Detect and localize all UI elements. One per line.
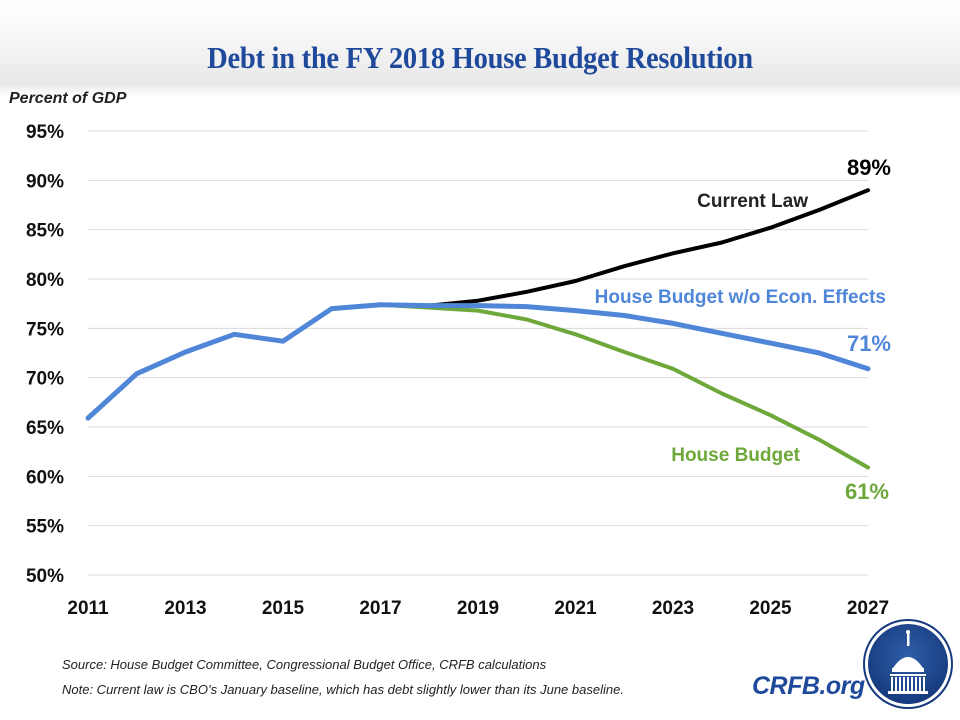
source-note: Source: House Budget Committee, Congress… [62,657,547,672]
x-tick-label: 2023 [652,598,694,619]
series-line-house-budget-w-o-econ-effects [85,302,871,421]
y-axis-ticks: 50% 55% 60% 65% 70% 75% 80% 85% 90% 95% [26,122,64,587]
footnote: Note: Current law is CBO’s January basel… [62,682,624,697]
chart-title: Debt in the FY 2018 House Budget Resolut… [207,40,753,75]
capitol-dome-logo-icon [863,619,953,709]
y-tick-label: 65% [26,418,64,439]
house-budget-wo-econ-label: House Budget w/o Econ. Effects [595,287,886,308]
crfb-brand-link[interactable]: CRFB.org [752,672,865,700]
x-tick-label: 2019 [457,598,499,619]
gridlines [88,130,868,576]
house-budget-label: House Budget [671,445,800,466]
title-band [0,0,960,83]
x-tick-label: 2027 [847,598,889,619]
x-tick-label: 2017 [359,598,401,619]
x-axis-ticks: 2011 2013 2015 2017 2019 2021 2023 2025 2027 [67,598,889,619]
y-tick-label: 60% [26,467,64,488]
x-tick-label: 2013 [164,598,206,619]
y-tick-label: 95% [26,122,64,143]
y-tick-label: 85% [26,221,64,242]
house-budget-end-value: 61% [845,479,889,504]
house-budget-wo-econ-end-value: 71% [847,331,891,356]
y-tick-label: 80% [26,270,64,291]
x-tick-label: 2025 [749,598,792,619]
y-tick-label: 90% [26,171,64,192]
series-lines [85,188,871,470]
current-law-end-value: 89% [847,155,891,180]
title-band-shadow [0,82,960,96]
y-tick-label: 55% [26,517,64,538]
y-axis-label: Percent of GDP [9,90,127,107]
current-law-label: Current Law [697,191,808,212]
x-tick-label: 2015 [262,598,305,619]
x-tick-label: 2011 [67,598,109,619]
y-tick-label: 70% [26,369,64,390]
y-tick-label: 50% [26,566,64,587]
y-tick-label: 75% [26,319,64,340]
series-line-house-budget [86,302,870,470]
x-tick-label: 2021 [554,598,597,619]
